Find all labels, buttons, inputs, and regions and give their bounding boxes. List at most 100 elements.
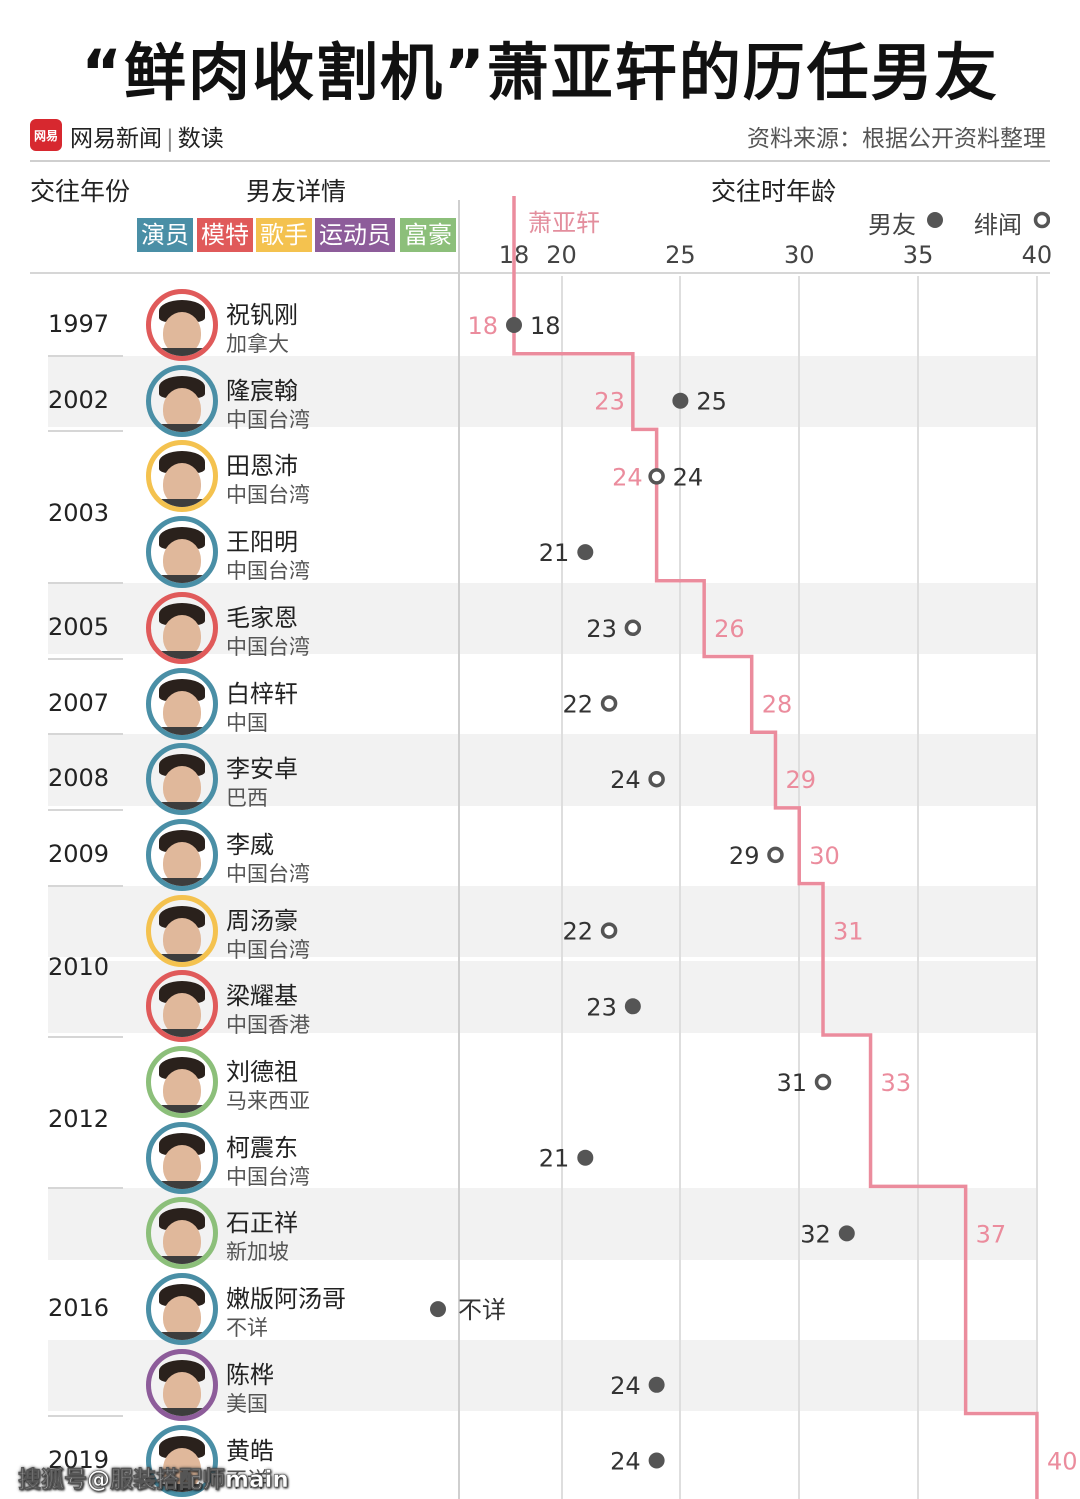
avatar: [146, 970, 218, 1043]
boyfriend-dot: [624, 998, 641, 1015]
year-separator: [48, 808, 123, 811]
year-separator: [48, 1187, 123, 1190]
boyfriend-origin: 中国台湾: [226, 937, 310, 962]
self-age-label: 37: [976, 1220, 1007, 1248]
avatar: [146, 1197, 218, 1270]
category-tag: 模特: [197, 218, 253, 252]
axis-tick-label: 35: [902, 241, 934, 269]
boyfriend-name: 柯震东: [226, 1133, 298, 1162]
year-separator: [48, 657, 123, 660]
brand-name: 网易新闻: [70, 126, 162, 152]
gridline: [1035, 276, 1038, 1499]
gridline: [917, 276, 920, 1499]
boyfriend-name: 白梓轩: [226, 679, 298, 708]
avatar-face: [163, 917, 201, 960]
avatar-face: [163, 993, 201, 1036]
avatar-face: [163, 539, 201, 582]
boyfriend-name: 祝钒刚: [226, 301, 298, 329]
avatar: [146, 1424, 218, 1497]
boyfriend-name: 梁耀基: [226, 982, 298, 1011]
boyfriend-name: 李威: [226, 830, 274, 859]
avatar-shirt: [151, 953, 213, 962]
axis-tick-label: 40: [1021, 241, 1053, 269]
year-separator: [48, 1414, 123, 1417]
self-series-label: 萧亚轩: [528, 209, 600, 237]
avatar-face: [163, 1069, 201, 1111]
self-age-label: 23: [594, 388, 625, 416]
avatar-shirt: [151, 1407, 213, 1416]
category-tag: 演员: [137, 218, 193, 252]
rumor-ring: [600, 922, 618, 939]
boyfriend-name: 田恩沛: [226, 452, 298, 481]
boyfriend-age-label: 21: [539, 1145, 570, 1173]
boyfriend-name: 隆宸翰: [226, 376, 298, 405]
rumor-ring: [814, 1073, 832, 1091]
category-tag: 歌手: [256, 218, 312, 252]
self-age-label: 24: [612, 463, 643, 491]
boyfriend-age-label: 22: [563, 691, 594, 719]
boyfriend-name: 嫩版阿汤哥: [226, 1285, 346, 1314]
year-separator: [48, 1036, 123, 1038]
year-label: 2012: [48, 1104, 110, 1133]
year-label: 2002: [48, 385, 110, 414]
boyfriend-origin: 美国: [226, 1391, 268, 1416]
avatar-shirt: [151, 877, 213, 886]
boyfriend-dot: [430, 1301, 446, 1318]
avatar-shirt: [151, 650, 213, 659]
boyfriend-origin: 中国台湾: [226, 1164, 310, 1189]
avatar-shirt: [151, 1105, 213, 1113]
avatar-face: [163, 614, 201, 657]
boyfriend-name: 黄皓: [226, 1436, 274, 1465]
avatar: [146, 1046, 218, 1118]
avatar-shirt: [151, 423, 213, 432]
year-separator: [48, 884, 123, 887]
boyfriend-age-label: 23: [586, 615, 617, 643]
self-age-label: 30: [809, 842, 840, 870]
boyfriend-age-label: 24: [610, 1372, 641, 1400]
boyfriend-age-label: 32: [800, 1220, 831, 1248]
legend-boyfriend-dot: [927, 212, 943, 228]
gridline: [560, 276, 563, 1499]
avatar-shirt: [151, 1029, 213, 1038]
avatar-shirt: [151, 802, 213, 811]
avatar-shirt: [151, 726, 213, 735]
year-separator: [48, 430, 123, 433]
avatar: [146, 364, 218, 437]
brand-line: 网易新闻 | 数读: [70, 119, 224, 153]
boyfriend-origin: 中国台湾: [226, 634, 310, 659]
avatar-face: [163, 690, 201, 733]
boyfriend-origin: 巴西: [226, 786, 268, 811]
header-detail: 男友详情: [246, 177, 347, 206]
year-separator: [48, 581, 123, 584]
boyfriend-origin: 中国台湾: [226, 861, 310, 886]
boyfriend-name: 石正祥: [226, 1209, 298, 1238]
brand-separator: |: [166, 126, 174, 152]
avatar-shirt: [151, 1332, 213, 1341]
year-separator: [48, 733, 123, 736]
avatar-shirt: [151, 1256, 213, 1265]
axis-tick-label: 25: [665, 241, 696, 269]
logo-text: 网易: [33, 128, 58, 143]
boyfriend-origin: 不详: [226, 1467, 268, 1492]
boyfriend-dot: [577, 544, 594, 561]
boyfriend-age-label: 18: [530, 312, 561, 340]
avatar: [146, 818, 218, 891]
self-age-line: [512, 196, 1039, 1499]
self-age-label: 33: [881, 1069, 912, 1097]
netease-logo: 网易: [30, 119, 62, 151]
year-label: 2019: [48, 1445, 110, 1474]
avatar: [146, 743, 218, 816]
gridline: [798, 276, 801, 1499]
year-label: 2007: [48, 688, 110, 717]
legend-rumor-label: 绯闻: [974, 211, 1022, 239]
avatar-face: [163, 387, 201, 430]
boyfriend-age-label: 不详: [458, 1296, 506, 1324]
top-divider: [30, 160, 1050, 162]
header-year: 交往年份: [30, 177, 131, 206]
avatar-face: [163, 1447, 201, 1490]
year-separator: [48, 354, 123, 357]
avatar: [146, 1348, 218, 1421]
rumor-ring: [767, 846, 784, 864]
watermark: 搜狐号@服装搭配师main: [18, 1467, 289, 1494]
year-label: 2016: [48, 1294, 110, 1323]
